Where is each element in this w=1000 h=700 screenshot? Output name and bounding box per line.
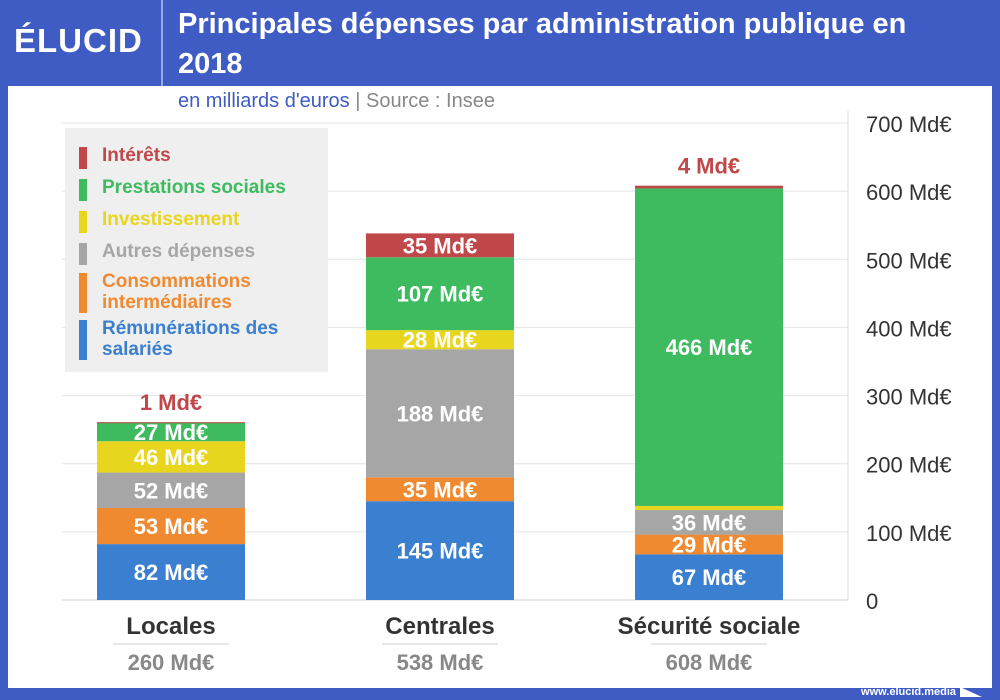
y-tick-label: 700 Md€ (866, 112, 952, 137)
bar-segment (97, 422, 245, 424)
bar-segment (97, 508, 245, 545)
legend-swatch (79, 147, 87, 169)
data-label: 35 Md€ (403, 233, 478, 258)
legend-swatch (79, 243, 87, 265)
y-tick-label: 400 Md€ (866, 316, 952, 341)
data-label: 28 Md€ (403, 328, 478, 353)
bar-segment (635, 510, 783, 535)
y-tick-label: 100 Md€ (866, 521, 952, 546)
bar-segment (635, 505, 783, 511)
data-label: 188 Md€ (397, 401, 484, 426)
legend-item: Consommations intermédiaires (79, 271, 292, 313)
footer-url[interactable]: www.elucid.media (861, 686, 956, 698)
legend-swatch (79, 211, 87, 233)
category-label: Sécurité sociale (618, 613, 801, 640)
legend-swatch (79, 320, 87, 360)
bar-segment (97, 472, 245, 509)
y-tick-label: 0 (866, 589, 878, 614)
data-label: 4 Md€ (678, 154, 740, 179)
y-tick-label: 300 Md€ (866, 385, 952, 410)
data-label: 67 Md€ (672, 565, 747, 590)
legend-item: Rémunérations des salariés (79, 318, 292, 360)
legend-label: Intérêts (102, 145, 171, 166)
chart-title: Principales dépenses par administration … (178, 8, 907, 80)
data-label: 29 Md€ (672, 532, 747, 557)
bar-segment (635, 185, 783, 189)
data-label: 35 Md€ (403, 477, 478, 502)
header: ÉLUCID Principales dépenses par administ… (0, 0, 1000, 86)
bar-segment (366, 349, 514, 478)
legend-item: Intérêts (79, 145, 171, 169)
bar-segment (97, 422, 245, 442)
data-label: 466 Md€ (666, 335, 753, 360)
legend-label: Investissement (102, 209, 240, 230)
y-tick-label: 200 Md€ (866, 453, 952, 478)
data-label: 52 Md€ (134, 478, 209, 503)
source-label: Source : Insee (366, 90, 495, 112)
category-total: 260 Md€ (128, 650, 215, 675)
bar-segment (366, 501, 514, 600)
category-label: Centrales (385, 613, 494, 640)
legend-item: Autres dépenses (79, 241, 256, 265)
data-label: 1 Md€ (140, 390, 202, 415)
legend-swatch (79, 273, 87, 313)
legend-label: Consommations intermédiaires (102, 271, 251, 313)
data-label: 53 Md€ (134, 514, 209, 539)
bar-segment (366, 477, 514, 502)
data-label: 82 Md€ (134, 560, 209, 585)
category-total: 608 Md€ (666, 650, 753, 675)
elucid-logo: ÉLUCID (14, 22, 143, 59)
bar-segment (97, 441, 245, 473)
legend-item: Prestations sociales (79, 177, 286, 201)
bar-segment (635, 188, 783, 506)
bar-segment (97, 544, 245, 600)
header-divider (161, 0, 163, 86)
data-label: 36 Md€ (672, 510, 747, 535)
legend: Intérêts Prestations sociales Investisseme… (65, 128, 328, 372)
legend-label: Rémunérations des salariés (102, 318, 279, 360)
data-label: 107 Md€ (397, 282, 484, 307)
bar-segment (635, 554, 783, 600)
bar-segment (366, 233, 514, 258)
bar-segment (635, 534, 783, 555)
y-tick-label: 600 Md€ (866, 180, 952, 205)
separator: | (355, 90, 361, 112)
chart-subtitle: en milliards d'euros | Source : Insee (178, 90, 495, 113)
bar-segment (366, 257, 514, 331)
elucid-flag-icon (960, 687, 982, 697)
legend-label: Autres dépenses (102, 241, 256, 262)
category-label: Locales (126, 613, 215, 640)
legend-swatch (79, 179, 87, 201)
legend-item: Investissement (79, 209, 240, 233)
unit-label: en milliards d'euros (178, 90, 350, 112)
category-total: 538 Md€ (397, 650, 484, 675)
y-tick-label: 500 Md€ (866, 248, 952, 273)
data-label: 46 Md€ (134, 445, 209, 470)
data-label: 145 Md€ (397, 539, 484, 564)
bar-segment (366, 330, 514, 350)
data-label: 27 Md€ (134, 420, 209, 445)
legend-label: Prestations sociales (102, 177, 286, 198)
